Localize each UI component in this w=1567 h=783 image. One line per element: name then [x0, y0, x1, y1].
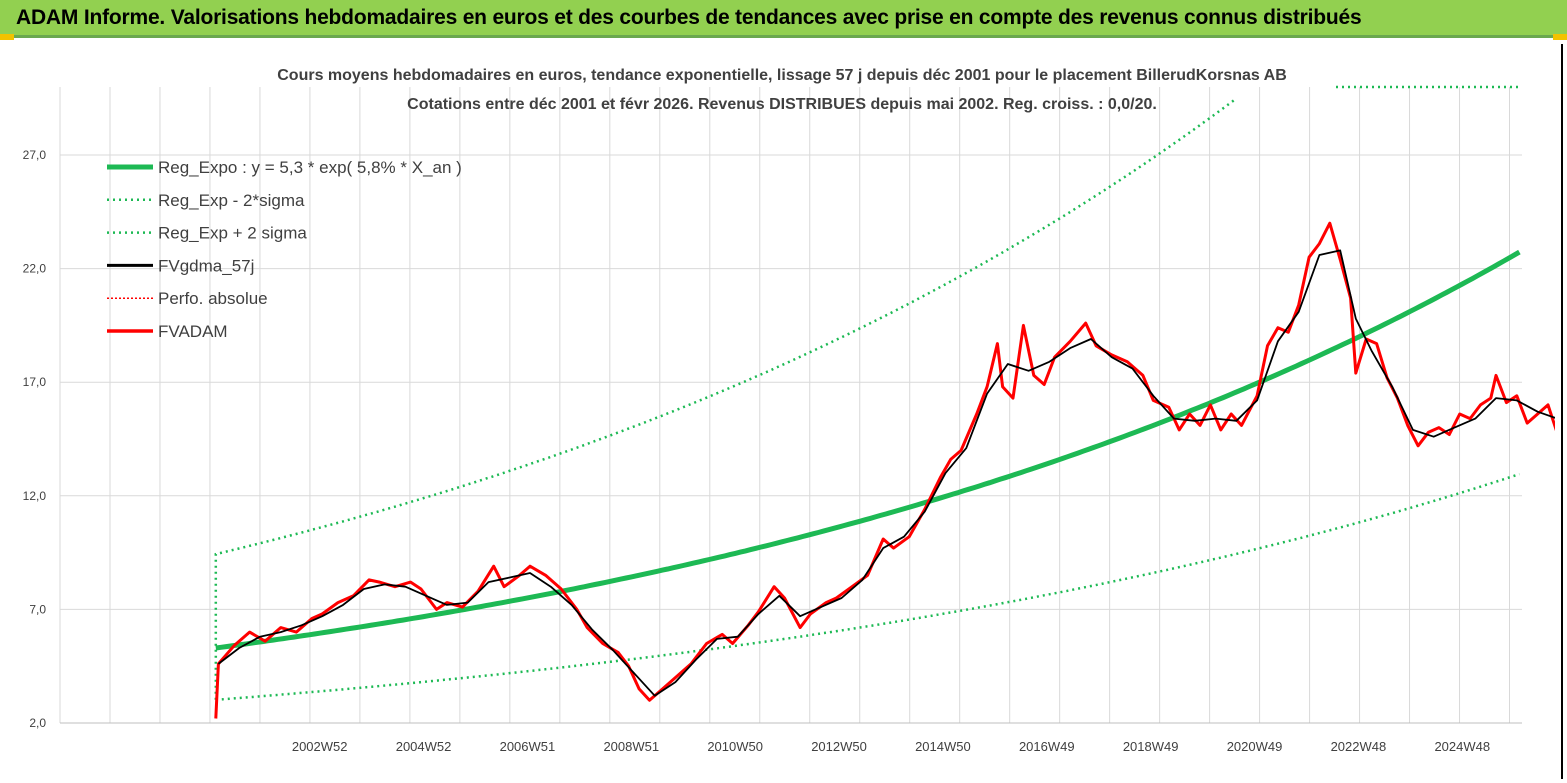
x-tick-label: 2014W50	[915, 739, 971, 754]
header-corner-left	[0, 34, 14, 40]
x-tick-labels: 2002W52 2004W52 2006W51 2008W51 2010W50 2012W…	[292, 739, 1490, 754]
y-tick-label: 12,0	[23, 489, 47, 503]
x-tick-label: 2022W48	[1331, 739, 1387, 754]
reg-exp-plus-2sigma-line	[214, 99, 1235, 700]
grid	[59, 87, 1522, 724]
y-tick-label: 27,0	[23, 148, 47, 162]
x-tick-label: 2002W52	[292, 739, 348, 754]
chart-subtitle: Cotations entre déc 2001 et févr 2026. R…	[407, 96, 1157, 113]
y-tick-label: 7,0	[29, 602, 46, 616]
x-tick-label: 2020W49	[1227, 739, 1283, 754]
page-title: ADAM Informe. Valorisations hebdomadaire…	[16, 6, 1362, 29]
y-tick-label: 22,0	[23, 262, 47, 276]
x-tick-label: 2006W51	[500, 739, 556, 754]
legend-label: Perfo. absolue	[158, 289, 268, 308]
reg-expo-line	[215, 249, 1521, 651]
reg-exp-minus-2sigma-line	[215, 472, 1520, 702]
fvgdma-57j-line	[217, 249, 1555, 697]
legend-label: Reg_Exp + 2 sigma	[158, 224, 307, 243]
legend-label: FVADAM	[158, 322, 228, 341]
x-tick-label: 2012W50	[811, 739, 867, 754]
legend: Reg_Expo : y = 5,3 * exp( 5,8% * X_an ) R…	[107, 158, 462, 341]
y-tick-labels: 2,0 7,0 12,0 17,0 22,0 27,0	[23, 148, 47, 730]
x-tick-label: 2010W50	[707, 739, 763, 754]
header-corner-right	[1553, 34, 1567, 40]
x-tick-label: 2018W49	[1123, 739, 1179, 754]
y-tick-label: 2,0	[29, 716, 46, 730]
x-tick-label: 2024W48	[1434, 739, 1490, 754]
x-tick-label: 2004W52	[396, 739, 452, 754]
fvadam-line	[214, 221, 1555, 719]
legend-label: Reg_Expo : y = 5,3 * exp( 5,8% * X_an )	[158, 158, 462, 177]
legend-label: Reg_Exp - 2*sigma	[158, 191, 305, 210]
header-bar: ADAM Informe. Valorisations hebdomadaire…	[0, 0, 1567, 40]
legend-label: FVgdma_57j	[158, 256, 254, 275]
chart-title: Cours moyens hebdomadaires en euros, ten…	[277, 67, 1287, 84]
x-tick-label: 2008W51	[603, 739, 659, 754]
chart: 2,07,012,017,022,027,0 2002W52 2004W52 200…	[23, 67, 1555, 754]
y-tick-label: 17,0	[23, 375, 47, 389]
series-layer	[214, 99, 1555, 719]
x-tick-label: 2016W49	[1019, 739, 1075, 754]
chart-right-border	[1561, 44, 1563, 779]
